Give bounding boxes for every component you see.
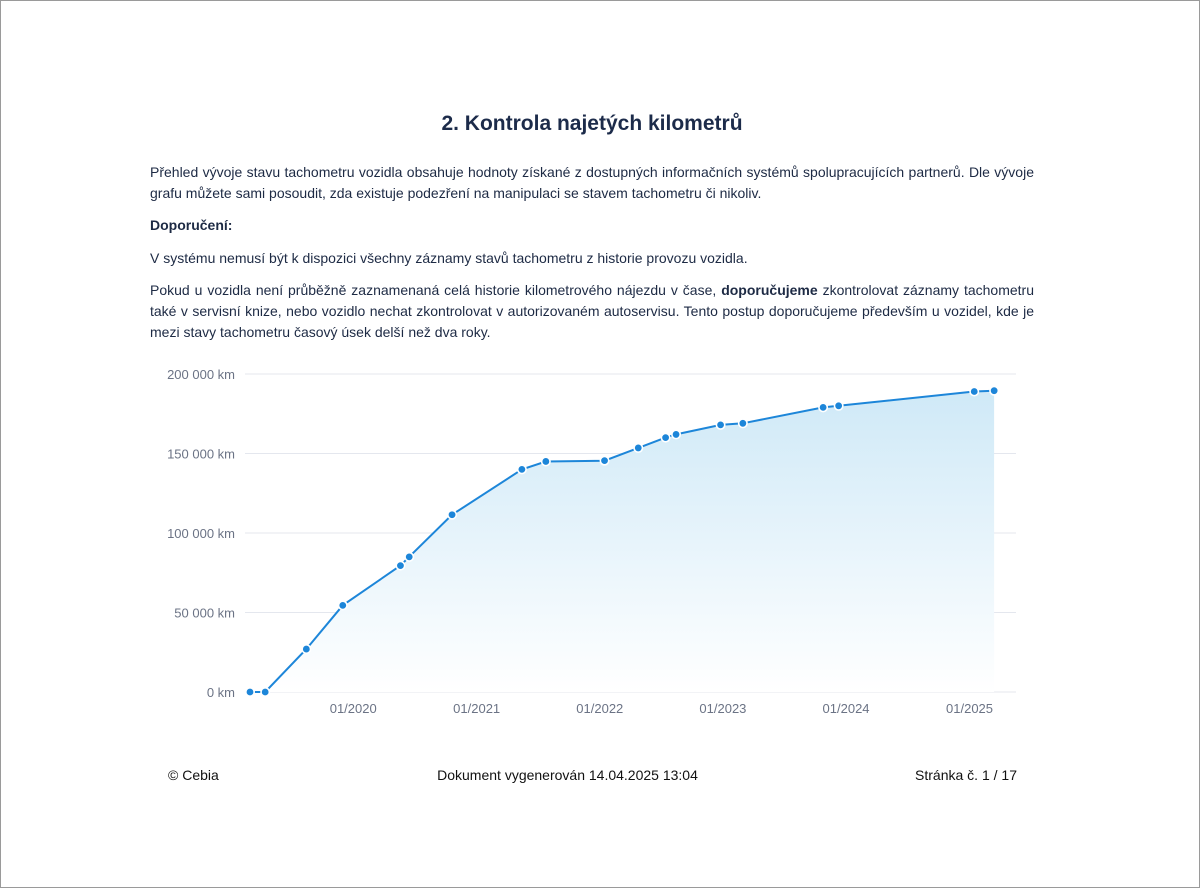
y-tick-label: 100 000 km	[167, 526, 235, 541]
data-point	[404, 551, 415, 562]
x-tick-label: 01/2021	[453, 701, 500, 716]
intro-paragraph: Přehled vývoje stavu tachometru vozidla …	[150, 164, 1034, 201]
odometer-chart: 0 km 50 000 km 100 000 km 150 000 km 200 000…	[167, 367, 1016, 716]
data-point	[245, 686, 256, 697]
data-point	[737, 418, 748, 429]
data-point	[301, 644, 312, 655]
footer-page-number: Stránka č. 1 / 17	[915, 767, 1017, 783]
odometer-points	[245, 385, 1000, 697]
footer-copyright: © Cebia	[168, 767, 219, 783]
records-note-paragraph: V systému nemusí být k dispozici všechny…	[150, 250, 748, 266]
data-point	[337, 600, 348, 611]
x-tick-label: 01/2023	[699, 701, 746, 716]
data-point	[540, 456, 551, 467]
y-axis-labels: 0 km 50 000 km 100 000 km 150 000 km 200 000…	[167, 367, 235, 700]
data-point	[660, 432, 671, 443]
data-point	[260, 686, 271, 697]
data-point	[818, 402, 829, 413]
data-point	[989, 385, 1000, 396]
recommendation-text-end: zkontrolovat záznamy tachometru také v s…	[150, 282, 1034, 340]
recommendation-text-start: Pokud u vozidla není průběžně zaznamenan…	[150, 282, 722, 298]
y-tick-label: 200 000 km	[167, 367, 235, 382]
data-point	[395, 560, 406, 571]
recommendation-emphasis: doporučujeme	[721, 282, 818, 298]
data-point	[516, 464, 527, 475]
data-point	[447, 509, 458, 520]
data-point	[599, 455, 610, 466]
data-point	[833, 400, 844, 411]
footer-generated-date: Dokument vygenerován 14.04.2025 13:04	[437, 767, 698, 783]
data-point	[969, 386, 980, 397]
x-tick-label: 01/2025	[946, 701, 993, 716]
x-tick-label: 01/2020	[330, 701, 377, 716]
data-point	[715, 419, 726, 430]
y-tick-label: 150 000 km	[167, 447, 235, 462]
recommendation-heading: Doporučení:	[150, 217, 233, 233]
data-point	[671, 429, 682, 440]
data-point	[633, 442, 644, 453]
section-content: Přehled vývoje stavu tachometru vozidla …	[150, 162, 1034, 354]
x-axis-labels: 01/2020 01/2021 01/2022 01/2023 01/2024 01/20…	[330, 701, 993, 716]
section-title: 2. Kontrola najetých kilometrů	[441, 112, 743, 135]
x-tick-label: 01/2022	[576, 701, 623, 716]
x-tick-label: 01/2024	[823, 701, 870, 716]
y-tick-label: 50 000 km	[174, 606, 235, 621]
y-tick-label: 0 km	[207, 685, 235, 700]
odometer-area	[250, 390, 995, 692]
recommendation-paragraph: Pokud u vozidla není průběžně zaznamenan…	[150, 280, 1034, 343]
